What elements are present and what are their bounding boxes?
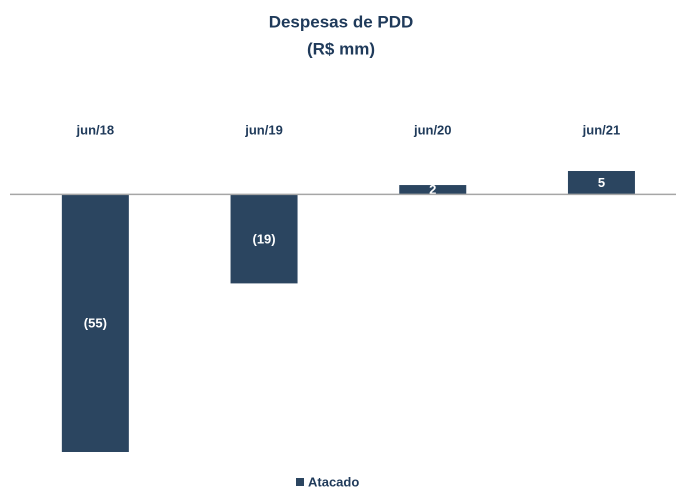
chart-subtitle: (R$ mm) [307, 39, 375, 58]
bar [230, 194, 298, 284]
bar [399, 185, 467, 195]
chart-title: Despesas de PDD [269, 12, 414, 31]
bar [567, 171, 635, 195]
bar [61, 194, 129, 452]
x-tick-label: jun/19 [244, 122, 283, 137]
data-label: 5 [598, 175, 605, 190]
x-tick-label: jun/20 [413, 122, 452, 137]
legend-swatch [296, 478, 304, 486]
legend-label: Atacado [308, 474, 359, 488]
data-label: (55) [84, 316, 107, 331]
data-label: 2 [429, 182, 436, 197]
x-tick-label: jun/18 [76, 122, 115, 137]
x-tick-label: jun/21 [582, 122, 621, 137]
data-label: (19) [252, 231, 275, 246]
